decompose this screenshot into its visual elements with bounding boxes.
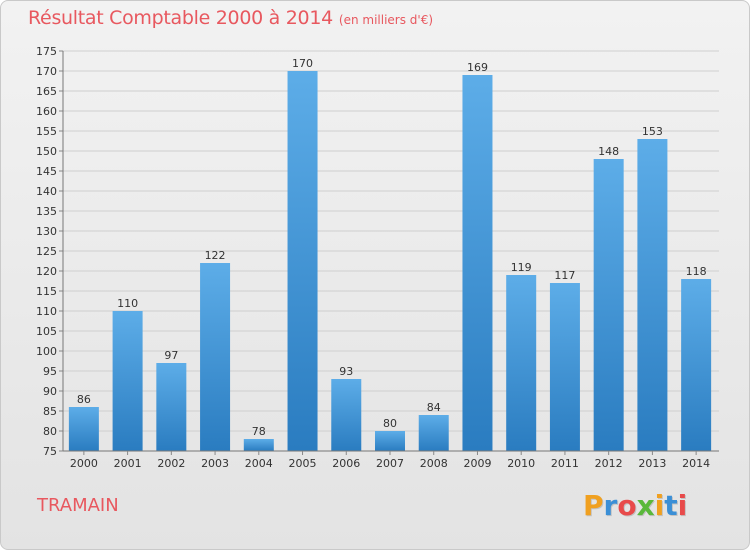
y-tick-label: 120: [36, 265, 57, 278]
bar: [156, 363, 187, 451]
bar-value-label: 170: [292, 57, 313, 70]
x-tick-label: 2000: [70, 457, 98, 470]
bar-value-label: 84: [427, 401, 441, 414]
bar-value-label: 119: [511, 261, 532, 274]
bar: [549, 283, 580, 451]
title-text: Résultat Comptable 2000 à 2014: [28, 7, 333, 29]
logo-letter: i: [654, 489, 665, 522]
y-tick-label: 125: [36, 245, 57, 258]
bar-value-label: 97: [164, 349, 178, 362]
x-tick-label: 2005: [289, 457, 317, 470]
bar: [506, 275, 537, 451]
y-tick-label: 165: [36, 85, 57, 98]
y-tick-label: 115: [36, 285, 57, 298]
y-tick-label: 160: [36, 105, 57, 118]
chart-title: Résultat Comptable 2000 à 2014 (en millie…: [28, 7, 433, 29]
x-tick-label: 2009: [463, 457, 491, 470]
y-tick-label: 145: [36, 165, 57, 178]
bar-value-label: 118: [686, 265, 707, 278]
y-axis: 75 80 85 90 95 100 105 110 115 120 125 130 135 140 145…: [36, 45, 64, 458]
y-tick-label: 105: [36, 325, 57, 338]
bar: [637, 139, 668, 451]
y-tick-label: 75: [43, 445, 57, 458]
bar: [68, 407, 99, 451]
bar: [112, 311, 143, 451]
x-tick-label: 2003: [201, 457, 229, 470]
x-tick-label: 2012: [595, 457, 623, 470]
y-tick-label: 130: [36, 225, 57, 238]
y-tick-label: 170: [36, 65, 57, 78]
y-tick-label: 80: [43, 425, 57, 438]
bar: [331, 379, 362, 451]
x-tick-label: 2002: [157, 457, 185, 470]
bar: [593, 159, 624, 451]
x-tick-label: 2010: [507, 457, 535, 470]
x-tick-label: 2004: [245, 457, 273, 470]
x-tick-label: 2013: [638, 457, 666, 470]
y-tick-label: 135: [36, 205, 57, 218]
bar: [287, 71, 318, 451]
y-tick-label: 140: [36, 185, 57, 198]
logo-letter: r: [603, 489, 618, 522]
bar: [418, 415, 449, 451]
x-tick-label: 2014: [682, 457, 710, 470]
logo-letter: i: [677, 489, 688, 522]
bar: [375, 431, 405, 451]
bar: [200, 263, 231, 451]
bars: 86 110 97 122 78 170 93 80 84 169 119 117 148 153 118: [68, 57, 712, 451]
y-tick-label: 175: [36, 45, 57, 58]
x-tick-label: 2006: [332, 457, 360, 470]
bar: [462, 75, 493, 451]
bar-value-label: 78: [252, 425, 266, 438]
bar-value-label: 169: [467, 61, 488, 74]
commune-name: TRAMAIN: [37, 495, 119, 516]
bar-value-label: 86: [77, 393, 91, 406]
bar: [681, 279, 712, 451]
x-tick-label: 2008: [420, 457, 448, 470]
y-tick-label: 90: [43, 385, 57, 398]
bar-value-label: 80: [383, 417, 397, 430]
bar-value-label: 122: [205, 249, 226, 262]
proxiti-logo: Proxiti: [583, 489, 687, 522]
y-tick-label: 110: [36, 305, 57, 318]
y-tick-label: 150: [36, 145, 57, 158]
bar-value-label: 117: [554, 269, 575, 282]
logo-letter: t: [664, 489, 678, 522]
y-tick-label: 155: [36, 125, 57, 138]
chart-subtitle: (en milliers d'€): [338, 13, 434, 27]
logo-letter: x: [636, 489, 655, 522]
bar-value-label: 110: [117, 297, 138, 310]
bar-value-label: 148: [598, 145, 619, 158]
y-tick-label: 100: [36, 345, 57, 358]
y-tick-label: 95: [43, 365, 57, 378]
logo-letter: o: [617, 489, 637, 522]
x-tick-label: 2011: [551, 457, 579, 470]
x-axis: 2000 2001 2002 2003 2004 2005 2006 2007 2008 2009…: [63, 450, 719, 470]
bar-value-label: 153: [642, 125, 663, 138]
x-tick-label: 2001: [114, 457, 142, 470]
y-tick-label: 85: [43, 405, 57, 418]
bar-value-label: 93: [339, 365, 353, 378]
logo-letter: P: [583, 489, 604, 522]
bar: [243, 439, 274, 451]
x-tick-label: 2007: [376, 457, 404, 470]
